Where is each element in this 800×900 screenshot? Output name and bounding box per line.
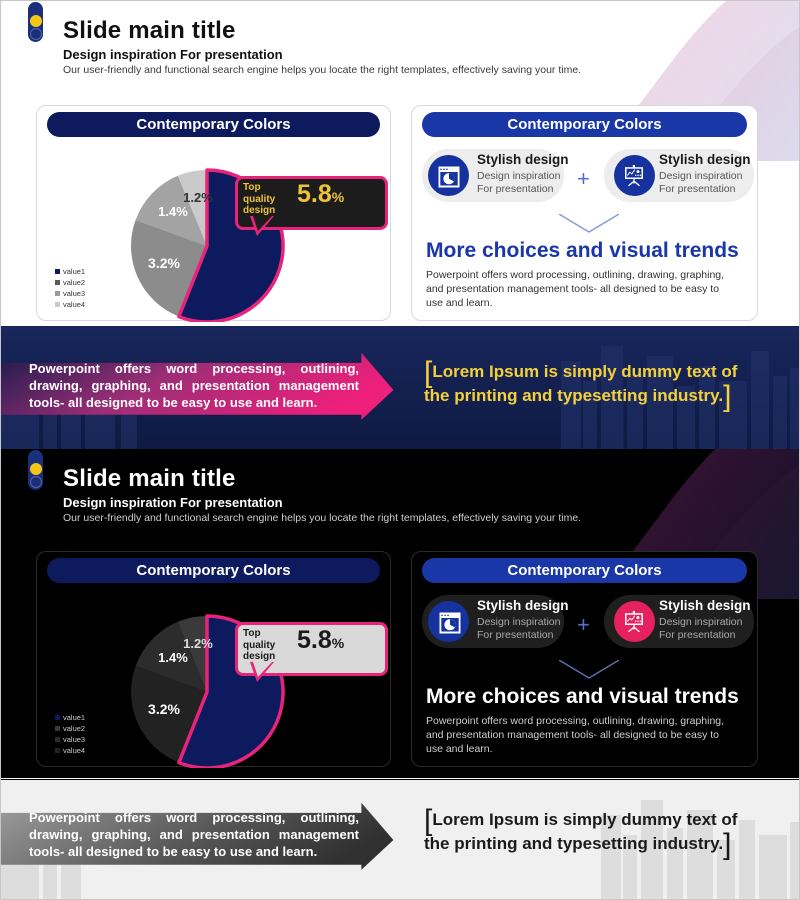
- svg-text:1.2%: 1.2%: [183, 190, 213, 205]
- svg-text:1.2%: 1.2%: [183, 636, 213, 651]
- svg-text:3.2%: 3.2%: [148, 255, 180, 271]
- svg-text:3.2%: 3.2%: [148, 701, 180, 717]
- svg-text:1.4%: 1.4%: [158, 650, 188, 665]
- svg-text:1.4%: 1.4%: [158, 204, 188, 219]
